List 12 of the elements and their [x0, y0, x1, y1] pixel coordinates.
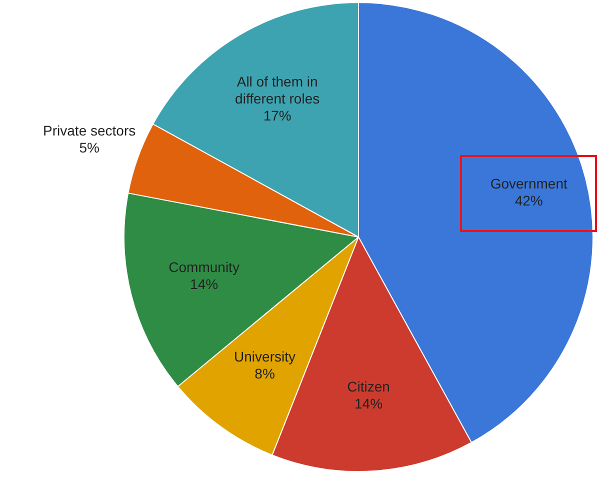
- slice-label: Citizen: [347, 378, 390, 395]
- slice-label: University: [234, 348, 296, 364]
- slice-label: Government: [490, 176, 568, 192]
- data-label: 42%: [514, 192, 543, 209]
- data-label: 5%: [79, 139, 100, 156]
- slice-label: All of them in different roles: [235, 74, 320, 107]
- slice-label: Private sectors: [43, 122, 136, 138]
- slice-label: Community: [168, 259, 240, 276]
- data-label: 14%: [354, 396, 383, 412]
- data-label: 8%: [254, 365, 275, 382]
- data-label: 17%: [263, 108, 292, 124]
- data-label: 14%: [190, 276, 218, 292]
